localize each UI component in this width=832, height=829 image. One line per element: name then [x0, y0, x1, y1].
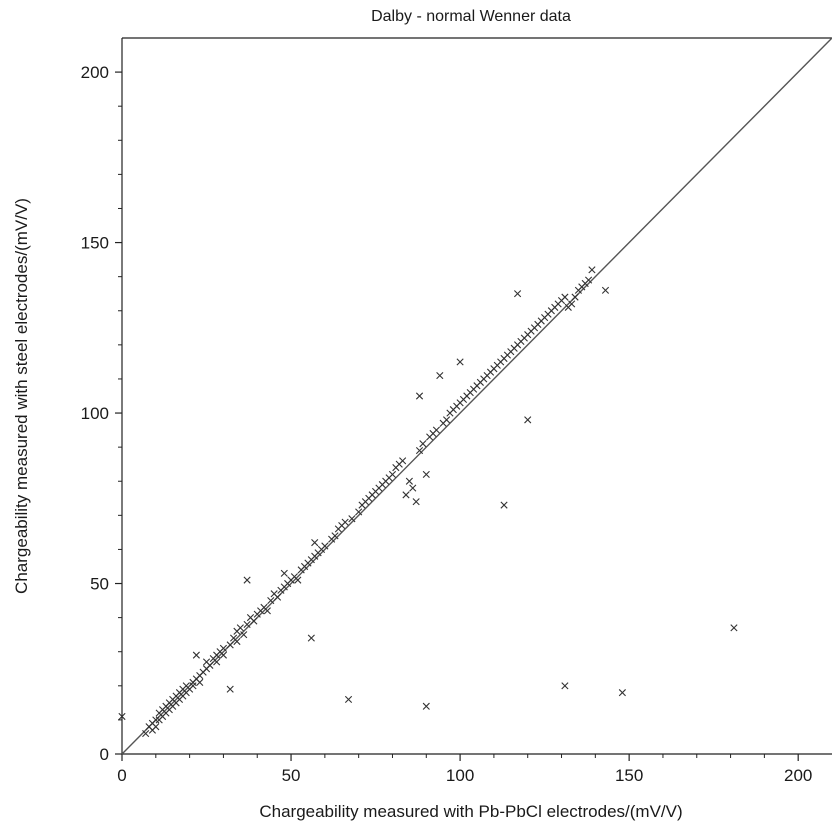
data-point	[244, 621, 250, 627]
data-point	[420, 441, 426, 447]
data-point	[562, 294, 568, 300]
data-point	[153, 717, 159, 723]
y-tick-label: 0	[100, 745, 109, 764]
data-point	[349, 516, 355, 522]
data-point	[237, 625, 243, 631]
data-point	[410, 485, 416, 491]
data-point	[153, 724, 159, 730]
data-point	[274, 594, 280, 600]
data-points	[119, 267, 737, 737]
y-tick-label: 100	[81, 404, 109, 423]
data-point	[345, 696, 351, 702]
data-point	[220, 645, 226, 651]
data-point	[437, 372, 443, 378]
data-point	[568, 301, 574, 307]
y-tick-label: 50	[90, 575, 109, 594]
y-tick-label: 200	[81, 63, 109, 82]
data-point	[142, 730, 148, 736]
y-axis-title: Chargeability measured with steel electr…	[12, 198, 31, 594]
data-point	[308, 635, 314, 641]
data-point	[619, 689, 625, 695]
data-point	[207, 662, 213, 668]
y-tick-label: 150	[81, 234, 109, 253]
data-point	[525, 417, 531, 423]
data-point	[281, 570, 287, 576]
data-point	[589, 267, 595, 273]
data-point	[227, 642, 233, 648]
data-point	[413, 498, 419, 504]
data-point	[312, 539, 318, 545]
x-axis-title: Chargeability measured with Pb-PbCl elec…	[259, 802, 682, 821]
data-point	[193, 652, 199, 658]
data-point	[190, 683, 196, 689]
data-point	[220, 652, 226, 658]
data-point	[244, 577, 250, 583]
data-point	[416, 393, 422, 399]
data-point	[399, 458, 405, 464]
axis-ticks: 0 50 100 150 200 0 50 100 150 200	[81, 63, 813, 785]
x-tick-label: 200	[784, 766, 812, 785]
data-point	[443, 417, 449, 423]
data-point	[322, 543, 328, 549]
data-point	[227, 686, 233, 692]
data-point	[433, 427, 439, 433]
data-point	[213, 659, 219, 665]
data-point	[268, 597, 274, 603]
data-point	[562, 683, 568, 689]
data-point	[423, 471, 429, 477]
data-point	[251, 618, 257, 624]
data-point	[389, 471, 395, 477]
chart-title: Dalby - normal Wenner data	[371, 8, 571, 25]
data-point	[241, 631, 247, 637]
data-point	[731, 625, 737, 631]
data-point	[585, 277, 591, 283]
data-point	[572, 294, 578, 300]
data-point	[602, 287, 608, 293]
x-tick-label: 0	[117, 766, 126, 785]
data-point	[457, 359, 463, 365]
data-point	[403, 492, 409, 498]
data-point	[355, 509, 361, 515]
data-point	[197, 679, 203, 685]
data-point	[264, 608, 270, 614]
x-tick-label: 50	[282, 766, 301, 785]
data-point	[501, 502, 507, 508]
x-tick-label: 150	[615, 766, 643, 785]
data-point	[423, 703, 429, 709]
x-tick-label: 100	[446, 766, 474, 785]
data-point	[234, 638, 240, 644]
data-point	[416, 447, 422, 453]
data-point	[332, 533, 338, 539]
data-point	[295, 577, 301, 583]
data-point	[342, 519, 348, 525]
data-point	[406, 478, 412, 484]
data-point	[514, 291, 520, 297]
